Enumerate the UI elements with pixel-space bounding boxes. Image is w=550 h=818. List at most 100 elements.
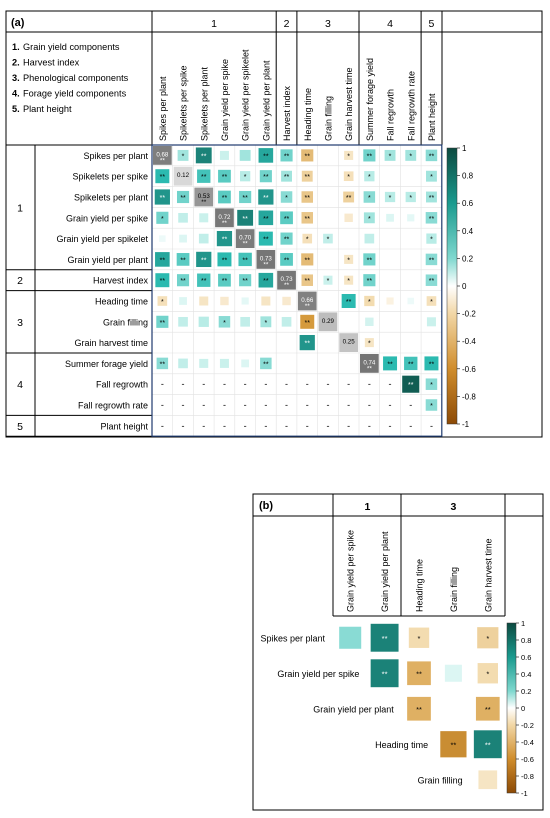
heatmap-cell [219,358,229,368]
heatmap-cell [426,317,436,327]
column-label: Spikelets per plant [199,66,209,141]
heatmap-cell [301,274,314,286]
row-label: Grain yield per spike [277,669,359,679]
colorbar-tick-label: 0.8 [521,636,531,645]
heatmap-cell [444,664,462,682]
colorbar-tick-label: -0.6 [521,755,534,764]
diagonal-value: 0.72 [218,214,231,221]
empty-cell-dash: - [389,421,392,431]
heatmap-cell [198,233,209,244]
empty-cell-dash: - [223,400,226,410]
significance-mark: ** [305,320,311,327]
heatmap-cell [365,317,374,327]
empty-cell-dash: - [182,421,185,431]
diagonal-value: 0.70 [239,235,252,242]
heatmap-cell [300,314,315,329]
row-label: Grain yield per spike [66,213,148,223]
heatmap-cell [402,375,420,393]
heatmap-cell [408,627,430,648]
empty-cell-dash: - [326,421,329,431]
significance-mark: ** [160,157,166,164]
significance-mark: ** [263,153,269,160]
heatmap-cell [258,189,274,205]
row-group-label-4: 4 [17,379,23,391]
heatmap-cell [363,149,376,162]
colorbar-gradient [446,147,458,425]
significance-mark: ** [284,174,290,181]
empty-cell-dash: - [244,421,247,431]
colorbar-tick-label: -1 [462,420,470,429]
empty-cell-dash: - [368,400,371,410]
significance-mark: * [368,195,371,202]
heatmap-cell [345,319,352,325]
heatmap-cell [217,252,232,267]
row-label: Harvest index [93,276,149,286]
heatmap-cell [195,147,212,164]
row-group-label-2: 2 [17,275,23,287]
heatmap-cell [405,149,417,161]
significance-mark: * [285,195,288,202]
column-label: Grain yield per spike [220,59,230,141]
significance-mark: ** [367,365,373,372]
heatmap-cell [426,296,437,306]
heatmap-cell [301,191,314,203]
diagonal-value: 0.68 [156,151,169,158]
heatmap-cell [258,272,274,288]
heatmap-cell [259,170,272,183]
significance-mark: ** [305,174,311,181]
panel-a-row-labels: Spikes per plant Spikelets per spike Spike… [56,151,148,431]
colorbar-tick-label: -0.4 [521,738,534,747]
significance-mark: ** [429,153,435,160]
significance-mark: * [161,216,164,223]
significance-mark: * [306,237,309,244]
heatmap-cell [155,169,170,184]
significance-mark: ** [201,257,207,264]
heatmap-cell [280,149,293,162]
legend-text-1: Grain yield components [23,42,120,52]
heatmap-cell [475,696,500,721]
significance-mark: ** [263,216,269,223]
panel-b-row-labels: Spikes per plant Grain yield per spike Gra… [260,633,462,785]
colorbar-tick-label: -0.4 [462,337,476,346]
column-label: Heading time [415,559,425,612]
legend-text-5: Plant height [23,104,72,114]
empty-cell-dash: - [368,421,371,431]
diagonal-cell [277,270,296,290]
significance-mark: * [347,153,350,160]
column-group-label-1: 1 [211,18,217,30]
diagonal-value: 0.12 [177,172,190,179]
significance-mark: * [327,278,330,285]
significance-mark: ** [485,705,491,714]
colorbar-tick-label: 0.6 [462,199,474,208]
heatmap-cell [241,297,249,305]
heatmap-cell [407,214,415,222]
diagonal-cell [297,291,317,311]
empty-cell-dash: - [368,379,371,389]
significance-mark: * [368,299,371,306]
colorbar-tick-label: 0 [521,704,525,713]
heatmap-cell [339,626,362,649]
heatmap-cell [404,356,418,371]
heatmap-cell [363,274,376,287]
significance-mark: ** [160,257,166,264]
heatmap-cell [280,253,293,266]
heatmap-cell [239,274,252,287]
heatmap-cell [179,234,187,243]
heatmap-cell [425,212,438,224]
significance-mark: ** [367,153,373,160]
empty-cell-dash: - [409,400,412,410]
significance-mark: ** [305,195,311,202]
empty-cell-dash: - [264,400,267,410]
empty-cell-dash: - [223,379,226,389]
column-label: Grain yield per plant [380,531,390,612]
diagonal-cell [173,166,193,186]
significance-mark: ** [367,278,373,285]
heatmap-cell [325,173,331,179]
heatmap-cell [386,213,394,222]
column-group-label-5: 5 [429,18,435,30]
significance-mark: ** [243,241,249,248]
heatmap-cell [407,297,415,305]
significance-mark: * [327,237,330,244]
empty-cell-dash: - [326,400,329,410]
heatmap-cell [478,770,498,790]
